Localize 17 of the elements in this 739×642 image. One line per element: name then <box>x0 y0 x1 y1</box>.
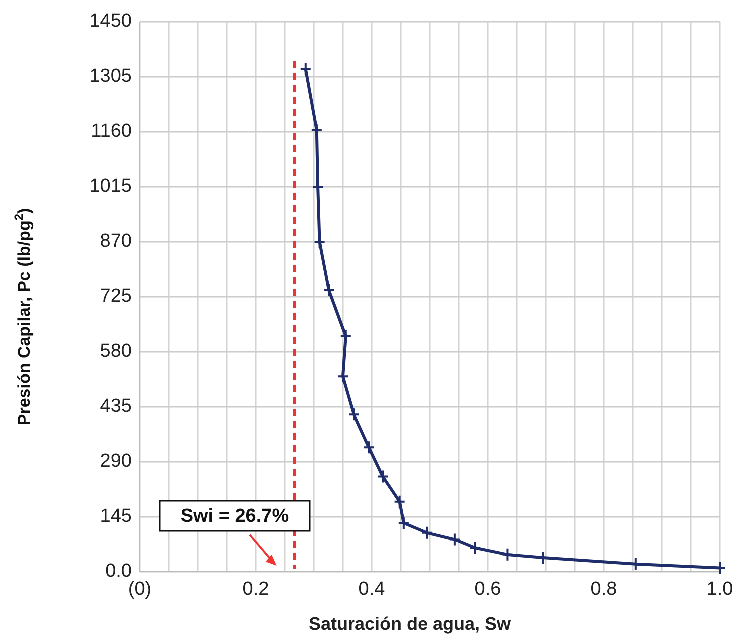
y-tick-label: 1305 <box>90 66 132 88</box>
y-tick-label: 290 <box>100 451 132 472</box>
y-tick-label: 1015 <box>90 176 132 198</box>
x-tick-label: 0.6 <box>474 579 502 600</box>
y-tick-label: 580 <box>100 341 132 362</box>
y-tick-label: 1160 <box>91 121 132 142</box>
y-tick-label: 725 <box>100 286 132 308</box>
y-tick-label: 1450 <box>90 11 132 32</box>
annotation: Swi = 26.7% <box>180 506 290 528</box>
y-tick-label: 145 <box>100 506 132 528</box>
x-tick-label: 0.2 <box>242 579 270 600</box>
x-tick-label: 1.0 <box>706 579 734 600</box>
y-tick-label: 870 <box>100 231 132 252</box>
x-axis-title: Saturación de agua, Sw <box>308 614 512 634</box>
x-tick-label: 0.4 <box>358 579 386 600</box>
x-tick-label: 0.8 <box>590 579 618 600</box>
y-tick-label: 435 <box>100 396 132 418</box>
